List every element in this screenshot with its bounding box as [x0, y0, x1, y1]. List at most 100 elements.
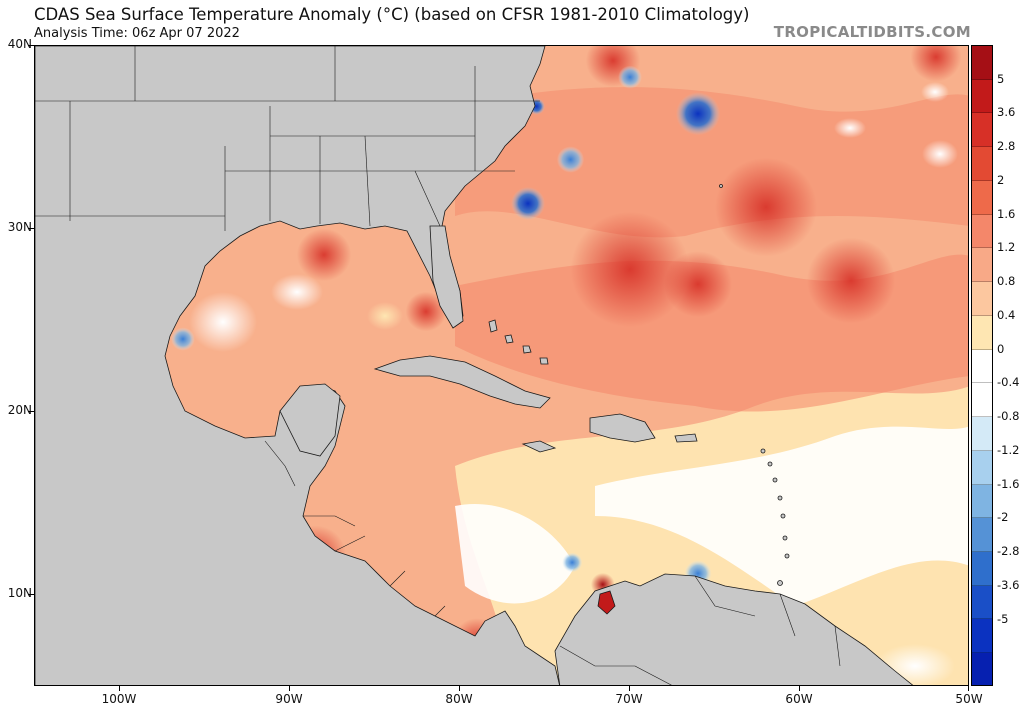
chart-title: CDAS Sea Surface Temperature Anomaly (°C…	[34, 5, 750, 24]
colorbar-segment	[972, 214, 992, 249]
colorbar-tick-label: -0.4	[997, 375, 1020, 390]
warm-anomaly-blob	[910, 46, 962, 82]
longitude-tick	[289, 686, 290, 691]
colorbar-tick-label: 2.8	[997, 139, 1016, 154]
latitude-tick-label: 10N	[7, 586, 32, 601]
colorbar-tick-label: -0.8	[997, 409, 1020, 424]
border-20	[694, 575, 756, 617]
longitude-tick	[968, 686, 969, 691]
colorbar-segment	[972, 113, 992, 148]
south-america	[554, 573, 914, 685]
cuba	[373, 355, 551, 409]
antilles-6	[782, 535, 788, 541]
colorbar-tick-label: -1.6	[997, 476, 1020, 491]
longitude-tick	[799, 686, 800, 691]
cold-anomaly-blob	[511, 187, 545, 220]
cold-anomaly-blob	[562, 552, 583, 573]
warm-anomaly-blob	[715, 157, 817, 257]
colorbar-tick-label: -5	[997, 611, 1009, 626]
antilles-3	[772, 477, 778, 483]
cold-anomaly-blob	[675, 92, 721, 136]
longitude-tick	[459, 686, 460, 691]
antilles-1	[760, 448, 766, 454]
warm-anomaly-layer	[284, 46, 962, 665]
colorbar-tick-label: -3.6	[997, 577, 1020, 592]
colorbar-segment	[972, 552, 992, 586]
latitude-tick-label: 20N	[7, 403, 32, 418]
florida-peninsula	[429, 225, 464, 329]
colorbar-tick-label: 5	[997, 71, 1005, 86]
border-15	[303, 515, 356, 527]
colorbar-segment	[972, 349, 992, 384]
latitude-tick	[28, 594, 34, 596]
longitude-tick-label: 60W	[785, 692, 813, 706]
colorbar-segment	[972, 147, 992, 181]
colorbar-segment	[972, 450, 992, 485]
map-canvas	[35, 46, 968, 685]
sst-anomaly-map[interactable]	[34, 45, 969, 686]
warm-anomaly-blob	[405, 291, 447, 332]
colorbar-segment	[972, 180, 992, 215]
atlantic-neutral-patch-3	[834, 118, 866, 138]
antilles-2	[767, 461, 773, 467]
border-21	[779, 593, 796, 637]
cold-anomaly-blob	[171, 327, 195, 351]
hispaniola	[589, 413, 656, 443]
bermuda	[719, 184, 723, 188]
colorbar-tick-label: 3.6	[997, 105, 1016, 120]
latitude-tick-label: 40N	[7, 37, 32, 51]
latitude-tick	[28, 228, 34, 230]
warm-anomaly-blob	[664, 251, 732, 318]
colorbar-segment	[972, 653, 992, 685]
border-19	[559, 645, 672, 685]
gulf-pale-patch	[367, 302, 403, 330]
border-17	[389, 570, 406, 587]
colorbar-tick-label: -2	[997, 510, 1009, 525]
longitude-tick-label: 70W	[615, 692, 643, 706]
colorbar-segment	[972, 417, 992, 451]
bahamas-2	[504, 334, 514, 344]
border-7	[364, 135, 371, 227]
longitude-tick-label: 50W	[955, 692, 983, 706]
analysis-time: Analysis Time: 06z Apr 07 2022	[34, 26, 240, 41]
colorbar-segment	[972, 484, 992, 519]
border-14	[264, 440, 296, 487]
warm-anomaly-blob	[296, 228, 352, 282]
gulf-neutral-patch	[271, 274, 323, 310]
longitude-tick	[629, 686, 630, 691]
colorbar-segment	[972, 248, 992, 283]
colorbar-segment	[972, 383, 992, 418]
latitude-tick	[28, 45, 34, 46]
colorbar-tick-label: 0.4	[997, 307, 1016, 322]
colorbar-tick-label: 2	[997, 172, 1005, 187]
colorbar-segment	[972, 315, 992, 350]
caribbean-white-patch	[455, 504, 575, 604]
bahamas-4	[539, 357, 549, 365]
colorbar-tick-label: 1.2	[997, 240, 1016, 255]
colorbar-tick-label: 1.6	[997, 206, 1016, 221]
colorbar-segment	[972, 518, 992, 553]
colorbar-tick-label: 0.8	[997, 274, 1016, 289]
cold-anomaly-blob	[556, 146, 585, 173]
colorbar	[971, 45, 993, 686]
colorbar-segment	[972, 46, 992, 80]
longitude-tick-label: 80W	[445, 692, 473, 706]
trinidad	[777, 580, 783, 586]
colorbar-segment	[972, 619, 992, 654]
longitude-tick	[119, 686, 120, 691]
colorbar-tick-label: 0	[997, 341, 1005, 356]
colorbar-segment	[972, 282, 992, 316]
brand-watermark: TROPICALTIDBITS.COM	[773, 23, 971, 41]
bahamas-1	[488, 319, 498, 333]
longitude-tick-label: 90W	[275, 692, 303, 706]
border-18	[434, 605, 446, 617]
jamaica	[521, 440, 557, 453]
colorbar-tick-label: -2.8	[997, 544, 1020, 559]
bahamas-3	[522, 345, 532, 354]
texas-shelf-neutral-patch	[189, 292, 257, 352]
colorbar-tick-label: -1.2	[997, 442, 1020, 457]
land-layer	[35, 46, 914, 685]
atlantic-neutral-patch-1	[922, 140, 958, 168]
latitude-tick	[28, 411, 34, 413]
yucatan	[279, 383, 341, 457]
